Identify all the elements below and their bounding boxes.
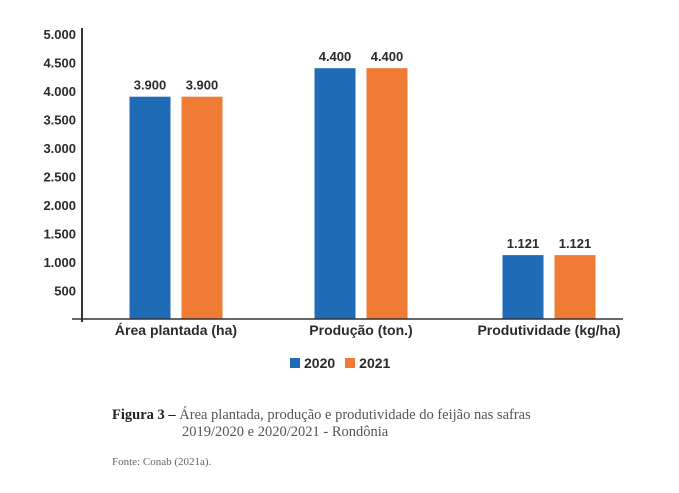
y-tick-label: 500 — [54, 284, 76, 299]
data-label-2020: 3.900 — [134, 78, 167, 93]
figure-caption: Figura 3 – Área plantada, produção e pro… — [112, 407, 582, 441]
legend-label-2021: 2021 — [359, 355, 391, 371]
data-label-2020: 1.121 — [507, 236, 540, 251]
bar-2021 — [554, 255, 596, 319]
y-tick-label: 2.500 — [43, 170, 76, 185]
caption-line-1: Área plantada, produção e produtividade … — [175, 407, 531, 423]
x-category-label: Produtividade (kg/ha) — [477, 322, 620, 338]
y-tick-label: 2.000 — [43, 198, 76, 213]
y-tick-label: 4.000 — [43, 84, 76, 99]
y-tick-label: 4.500 — [43, 56, 76, 71]
bar-2020 — [502, 255, 544, 319]
data-label-2021: 4.400 — [371, 49, 404, 64]
bar-2020 — [129, 96, 171, 319]
data-label-2021: 3.900 — [186, 78, 219, 93]
legend-swatch-2020 — [290, 358, 300, 368]
legend-item-2020: 2020 — [290, 355, 335, 371]
y-tick-label: 5.000 — [43, 27, 76, 42]
y-tick-label: 3.000 — [43, 141, 76, 156]
y-tick-label: 1.500 — [43, 227, 76, 242]
bar-chart: 500 1.000 1.500 2.000 2.500 3.000 3.500 4.000 4.… — [43, 27, 623, 338]
x-category-label: Produção (ton.) — [309, 322, 412, 338]
legend-swatch-2021 — [345, 358, 356, 368]
bar-2020 — [314, 68, 356, 319]
figure-source: Fonte: Conab (2021a). — [112, 456, 212, 468]
legend-item-2021: 2021 — [345, 355, 390, 371]
caption-line-2: 2019/2020 e 2020/2021 - Rondônia — [182, 424, 389, 440]
bar-2021 — [366, 68, 408, 319]
x-category-label: Área plantada (ha) — [115, 322, 237, 338]
data-label-2021: 1.121 — [559, 236, 592, 251]
bar-2021 — [181, 96, 223, 319]
legend-label-2020: 2020 — [304, 355, 336, 371]
figure-label: Figura 3 – — [112, 407, 176, 423]
data-label-2020: 4.400 — [319, 49, 352, 64]
y-tick-label: 3.500 — [43, 113, 76, 128]
y-tick-label: 1.000 — [43, 255, 76, 270]
legend: 2020 2021 — [290, 355, 400, 371]
